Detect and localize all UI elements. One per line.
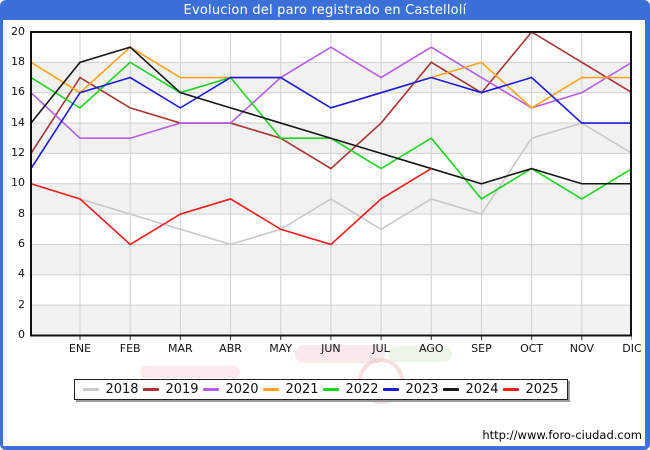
series-line-2023 [30, 76, 632, 169]
x-tick-label-JUL: JUL [372, 342, 390, 355]
x-tick-label-AGO: AGO [419, 342, 444, 355]
legend-swatch-icon [203, 388, 220, 391]
legend-label: 2018 [105, 382, 139, 397]
x-tick-label-MAY: MAY [269, 342, 293, 355]
legend-label: 2022 [345, 382, 379, 397]
y-tick-label-2: 2 [18, 297, 25, 311]
legend-item-2023: 2023 [383, 382, 439, 397]
y-tick-label-10: 10 [11, 176, 25, 190]
legend-label: 2020 [225, 382, 259, 397]
legend-item-2018: 2018 [83, 382, 139, 397]
x-tick-label-JUN: JUN [321, 342, 341, 355]
x-tick-label-MAR: MAR [168, 342, 193, 355]
legend-item-2025: 2025 [503, 382, 559, 397]
series-line-2025 [30, 167, 432, 245]
y-tick-label-0: 0 [18, 328, 25, 341]
chart-legend: 2018 2019 2020 2021 2022 2023 2024 2025 [74, 379, 568, 400]
legend-label: 2021 [285, 382, 319, 397]
y-tick-label-14: 14 [11, 115, 25, 129]
x-tick-label-ENE: ENE [68, 342, 92, 355]
series-line-2024 [30, 45, 632, 185]
y-tick-label-4: 4 [18, 267, 25, 281]
series-line-2018 [79, 121, 632, 245]
x-tick-label-DIC: DIC [622, 342, 642, 355]
chart-title-bar: Evolucion del paro registrado en Castell… [0, 0, 650, 20]
plot-border [30, 30, 632, 336]
legend-swatch-icon [143, 388, 160, 391]
legend-swatch-icon [443, 388, 460, 391]
x-tick-label-FEB: FEB [119, 342, 141, 355]
line-chart-plot [30, 30, 632, 340]
x-tick-label-ABR: ABR [219, 342, 242, 355]
legend-label: 2019 [165, 382, 199, 397]
legend-swatch-icon [383, 388, 400, 391]
y-tick-label-20: 20 [11, 24, 25, 38]
legend-item-2022: 2022 [323, 382, 379, 397]
y-tick-label-18: 18 [11, 54, 25, 68]
x-tick-label-NOV: NOV [569, 342, 594, 355]
legend-label: 2023 [405, 382, 439, 397]
footer-url-link[interactable]: http://www.foro-ciudad.com [482, 428, 642, 442]
legend-swatch-icon [323, 388, 340, 391]
y-tick-label-16: 16 [11, 85, 25, 99]
legend-item-2020: 2020 [203, 382, 259, 397]
legend-swatch-icon [263, 388, 280, 391]
y-tick-label-6: 6 [18, 236, 25, 250]
legend-item-2024: 2024 [443, 382, 499, 397]
legend-label: 2024 [465, 382, 499, 397]
legend-item-2021: 2021 [263, 382, 319, 397]
x-tick-label-SEP: SEP [471, 342, 492, 355]
legend-item-2019: 2019 [143, 382, 199, 397]
legend-label: 2025 [525, 382, 559, 397]
y-tick-label-8: 8 [18, 206, 25, 220]
x-tick-label-OCT: OCT [520, 342, 544, 355]
chart-title: Evolucion del paro registrado en Castell… [183, 2, 467, 18]
legend-swatch-icon [83, 388, 100, 391]
y-tick-label-12: 12 [11, 145, 25, 159]
legend-swatch-icon [503, 388, 520, 391]
